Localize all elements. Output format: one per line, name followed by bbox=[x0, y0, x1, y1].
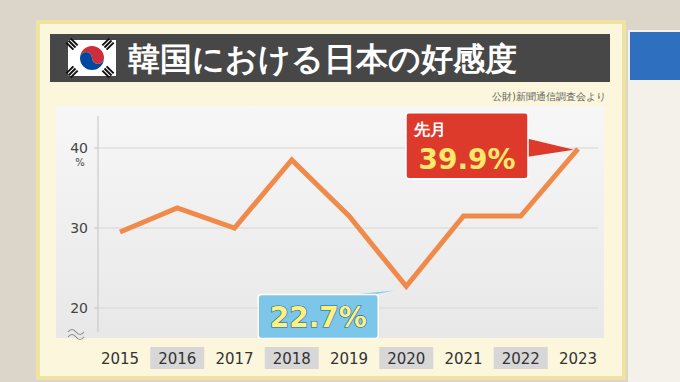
x-tick-label: 2023 bbox=[559, 350, 597, 368]
callout-annotation: 先月 bbox=[413, 120, 446, 139]
flag-trigram bbox=[102, 66, 115, 79]
flag-taeguk-blue bbox=[80, 52, 104, 70]
y-tick bbox=[94, 308, 98, 309]
source-note: 公財)新聞通信調査会より bbox=[492, 91, 606, 102]
axis-break bbox=[68, 330, 84, 340]
x-tick-label: 2020 bbox=[387, 350, 425, 368]
flag bbox=[66, 38, 116, 79]
callout-pointer bbox=[528, 139, 574, 157]
chart-canvas: 韓国における日本の好感度公財)新聞通信調査会より 20 30 40% 2015 2016 2… bbox=[0, 0, 680, 382]
x-tick-label: 2015 bbox=[101, 350, 139, 368]
flag-trigram bbox=[102, 38, 115, 51]
callout-box bbox=[258, 294, 378, 338]
x-label-band bbox=[494, 347, 548, 369]
y-tick-label: 20 bbox=[70, 300, 88, 316]
x-label-band bbox=[265, 347, 319, 369]
y-tick-label: 40 bbox=[70, 140, 88, 156]
chart-title: 韓国における日本の好感度 bbox=[128, 40, 517, 78]
x-tick-label: 2016 bbox=[158, 350, 196, 368]
x-tick-label: 2017 bbox=[215, 350, 253, 368]
plot-area bbox=[56, 106, 604, 338]
data-label: 39.9% bbox=[418, 143, 515, 176]
x-tick-label: 2019 bbox=[330, 350, 368, 368]
side-panel-header bbox=[630, 32, 680, 80]
x-tick-label: 2022 bbox=[502, 350, 540, 368]
grid-line bbox=[98, 228, 598, 229]
backdrop bbox=[0, 0, 680, 382]
x-tick-label: 2018 bbox=[273, 350, 311, 368]
y-tick-label: 30 bbox=[70, 220, 88, 236]
flag-trigram bbox=[66, 66, 79, 79]
flag-bar bbox=[106, 42, 114, 50]
title-bar bbox=[50, 34, 610, 82]
y-tick bbox=[94, 148, 98, 149]
side-panel bbox=[628, 30, 680, 382]
flag-trigram bbox=[66, 38, 79, 51]
callout-box bbox=[406, 113, 528, 179]
y-tick bbox=[94, 228, 98, 229]
flag-bar bbox=[102, 70, 110, 78]
flag-field bbox=[68, 40, 116, 76]
data-label: 22.7% bbox=[270, 301, 367, 334]
x-tick-label: 2021 bbox=[444, 350, 482, 368]
x-label-band bbox=[150, 347, 204, 369]
panel bbox=[38, 22, 624, 378]
flag-bar bbox=[66, 42, 74, 50]
flag-bar bbox=[70, 70, 78, 78]
x-label-band bbox=[379, 347, 433, 369]
y-unit: % bbox=[75, 157, 85, 168]
